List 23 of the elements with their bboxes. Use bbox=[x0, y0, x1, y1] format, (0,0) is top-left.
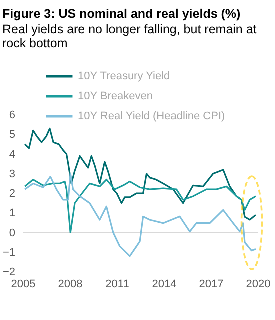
y-tick-label: 0 bbox=[9, 227, 16, 240]
x-tick-label: 2014 bbox=[152, 278, 177, 290]
y-tick-label: −2 bbox=[2, 266, 16, 278]
legend-label: 10Y Real Yield (Headline CPI) bbox=[78, 110, 226, 122]
y-tick-label: 6 bbox=[9, 110, 16, 122]
x-tick-label: 2008 bbox=[58, 278, 83, 290]
y-tick-label: 4 bbox=[9, 148, 16, 161]
legend-label: 10Y Treasury Yield bbox=[78, 70, 170, 82]
chart-subtitle: Real yields are no longer falling, but remain at rock bottom bbox=[2, 22, 258, 50]
y-tick-label: 3 bbox=[9, 168, 16, 180]
y-tick-label: 2 bbox=[9, 188, 16, 200]
y-tick-label: −1 bbox=[2, 246, 16, 259]
y-tick-label: 5 bbox=[9, 129, 16, 142]
x-tick-label: 2017 bbox=[199, 278, 224, 290]
chart-title: Figure 3: US nominal and real yields (%) bbox=[2, 7, 241, 21]
line-series bbox=[24, 178, 257, 234]
line-series bbox=[24, 128, 257, 221]
y-tick-label: 1 bbox=[9, 208, 16, 220]
legend-label: 10Y Breakeven bbox=[78, 90, 154, 102]
line-series bbox=[24, 173, 257, 258]
x-tick-label: 2011 bbox=[106, 278, 130, 290]
x-tick-label: 2020 bbox=[246, 278, 271, 290]
x-tick-label: 2005 bbox=[11, 278, 36, 290]
